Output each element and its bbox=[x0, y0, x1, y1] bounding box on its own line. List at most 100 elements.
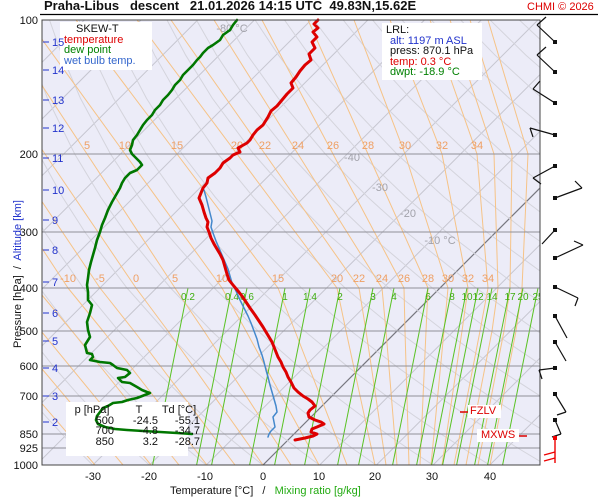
isotherm-line bbox=[42, 20, 312, 290]
dry-adiabat-line bbox=[78, 20, 490, 465]
altitude-tick-label: 3 bbox=[52, 391, 58, 403]
altitude-tick-label: 4 bbox=[52, 363, 58, 375]
adiabat-label: 10 bbox=[119, 140, 131, 152]
temp-tick-label: -20 bbox=[141, 471, 157, 483]
temp-tick-label: 20 bbox=[369, 471, 381, 483]
table-cell: -24.5 bbox=[132, 414, 158, 427]
altitude-tick-label: 9 bbox=[52, 215, 58, 227]
mixing-ratio-line bbox=[304, 287, 341, 465]
moist-adiabat-line bbox=[42, 368, 124, 465]
mixing-ratio-label: 25 bbox=[532, 292, 544, 303]
levels-table: p [hPa] T Td [°C] 500 -24.5 -55.1 700 -4.8 -34.7… bbox=[70, 405, 200, 447]
dry-adiabat-line bbox=[49, 20, 434, 465]
isotherm-line bbox=[432, 357, 540, 465]
wind-barb bbox=[553, 340, 567, 362]
dry-adiabat-line bbox=[372, 20, 540, 183]
mixing-ratio-label: 4 bbox=[391, 292, 397, 303]
table-cell: -55.1 bbox=[174, 414, 200, 427]
table-cell: -34.7 bbox=[174, 425, 200, 437]
altitude-tick-label: 2 bbox=[52, 417, 58, 429]
adiabat-label: 32 bbox=[462, 273, 474, 285]
table-header-cell: Td [°C] bbox=[161, 404, 197, 416]
table-cell: 700 bbox=[95, 425, 114, 437]
legend: SKEW-T temperature dew point wet bulb temp… bbox=[64, 24, 136, 66]
dry-adiabat-line bbox=[342, 20, 540, 213]
mixing-ratio-label: 0.4 bbox=[225, 292, 239, 303]
adiabat-label: 30 bbox=[442, 273, 454, 285]
wind-barb bbox=[529, 127, 557, 138]
altitude-tick-label: 7 bbox=[52, 277, 58, 289]
wind-barb bbox=[551, 418, 562, 438]
table-header-cell: T bbox=[135, 404, 143, 416]
altitude-tick-label: 8 bbox=[52, 245, 58, 257]
dry-adiabat-line bbox=[137, 20, 540, 429]
pressure-tick-label: 500 bbox=[20, 326, 38, 338]
mixing-ratio-line bbox=[337, 287, 374, 465]
adiabat-label: 34 bbox=[471, 140, 483, 152]
lrl-line-4: dwpt: -18.9 °C bbox=[390, 66, 460, 78]
adiabat-label: 24 bbox=[376, 273, 388, 285]
adiabat-label: 28 bbox=[422, 273, 434, 285]
legend-item-0: temperature bbox=[64, 33, 124, 46]
altitude-tick-label: 10 bbox=[52, 185, 64, 197]
legend-item-2: wet bulb temp. bbox=[64, 54, 136, 67]
mixing-ratio-line bbox=[211, 287, 248, 465]
x-axis-title-temperature: Temperature [°C] / bbox=[170, 485, 275, 497]
adiabat-label: 32 bbox=[436, 140, 448, 152]
mixing-ratio-label: 1 bbox=[282, 292, 288, 303]
table-cell: 850 bbox=[95, 435, 114, 448]
mixing-ratio-line bbox=[442, 287, 479, 465]
table-row: 850 3.2 -28.7 bbox=[70, 435, 200, 448]
isotherm-label: -30 bbox=[372, 182, 388, 194]
altitude-tick-label: 12 bbox=[52, 123, 64, 135]
plot-frame bbox=[41, 19, 541, 466]
white-panel bbox=[477, 429, 519, 442]
max-wind-marker: MXWS bbox=[481, 429, 516, 441]
mixing-ratio-line bbox=[456, 287, 493, 465]
lrl-line-2: press: 870.1 hPa bbox=[390, 45, 474, 57]
dry-adiabat-line bbox=[284, 20, 540, 272]
adiabat-label: 28 bbox=[362, 140, 374, 152]
table-cell: -4.8 bbox=[139, 425, 158, 437]
pressure-tick-label: 925 bbox=[20, 443, 38, 455]
mixing-ratio-label: 2 bbox=[337, 292, 343, 303]
wind-barb bbox=[553, 180, 583, 200]
dry-adiabat-line bbox=[430, 20, 540, 125]
adiabat-label: 26 bbox=[327, 140, 339, 152]
adiabat-label: 24 bbox=[292, 140, 304, 152]
lrl-info-box: LRL: alt: 1197 m ASL press: 870.1 hPa temp:… bbox=[386, 25, 473, 78]
dry-adiabat-line bbox=[549, 20, 600, 465]
mixing-ratio-label: 12 bbox=[472, 292, 484, 303]
white-panel bbox=[60, 22, 152, 70]
isotherm-line bbox=[149, 73, 540, 465]
mixing-ratio-label: 20 bbox=[517, 292, 529, 303]
isotherm-label: -10 °C bbox=[424, 235, 455, 247]
table-cell: 3.2 bbox=[142, 435, 158, 448]
pressure-tick-label: 850 bbox=[20, 429, 38, 441]
table-cell: -28.7 bbox=[174, 435, 200, 448]
altitude-tick-label: 5 bbox=[52, 336, 58, 348]
wind-barb bbox=[538, 366, 557, 380]
white-panel bbox=[468, 405, 501, 418]
temp-tick-label: -10 bbox=[197, 471, 213, 483]
y-axis-title-pressure: Pressure [hPa] / bbox=[12, 260, 24, 348]
isotherm-label: -40 bbox=[344, 152, 360, 164]
temperature-curve bbox=[197, 18, 326, 442]
pressure-tick-label: 700 bbox=[20, 391, 38, 403]
adiabat-label: 0 bbox=[133, 273, 139, 285]
temp-tick-label: 40 bbox=[484, 471, 496, 483]
isotherm-line bbox=[319, 243, 540, 465]
isotherm-label: -20 bbox=[400, 208, 416, 220]
wind-barb bbox=[541, 228, 557, 245]
mixing-ratio-line bbox=[431, 287, 468, 465]
mixing-ratio-label: 1.4 bbox=[303, 292, 317, 303]
wind-barb bbox=[553, 240, 584, 260]
adiabat-label: 26 bbox=[398, 273, 410, 285]
dry-adiabat-line bbox=[42, 158, 320, 465]
legend-items: temperature dew point wet bulb temp. bbox=[64, 33, 136, 67]
wind-barb bbox=[553, 285, 579, 307]
adiabat-label: 5 bbox=[172, 273, 178, 285]
altitude-tick-label: 13 bbox=[52, 95, 64, 107]
